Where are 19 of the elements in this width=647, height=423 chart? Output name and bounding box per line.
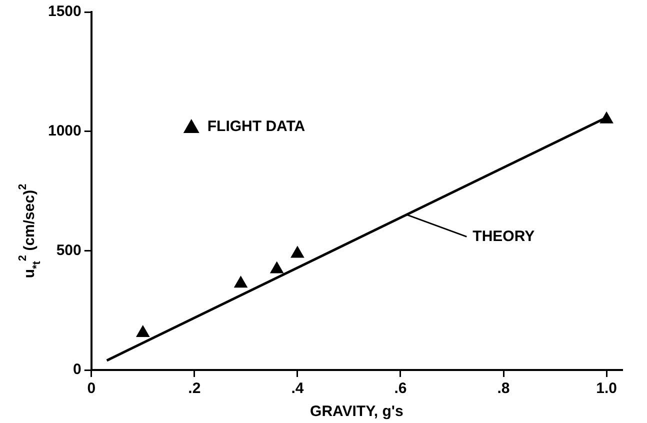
x-tick-label: .2: [188, 380, 201, 398]
point: [600, 112, 614, 124]
y-tick-label: 1000: [48, 122, 82, 140]
y-axis-title: u*t2 (cm/sec)2: [17, 184, 44, 278]
x-tick-label: .4: [291, 380, 304, 398]
legend-label: FLIGHT DATA: [207, 118, 306, 136]
point: [270, 262, 284, 274]
x-axis-title: GRAVITY, g's: [310, 403, 404, 420]
point: [290, 246, 304, 258]
point: [234, 276, 248, 288]
y-tick-label: 500: [56, 242, 82, 259]
point: [136, 326, 150, 338]
y-tick-label: 1500: [48, 3, 82, 20]
text: THEORY: [472, 228, 535, 245]
x-tick-label: .8: [497, 380, 510, 398]
x-tick-label: 0: [87, 380, 96, 398]
y-tick-label: 0: [73, 361, 82, 378]
x-tick-label: .6: [394, 380, 407, 398]
x-tick-label: 1.0: [596, 380, 617, 398]
